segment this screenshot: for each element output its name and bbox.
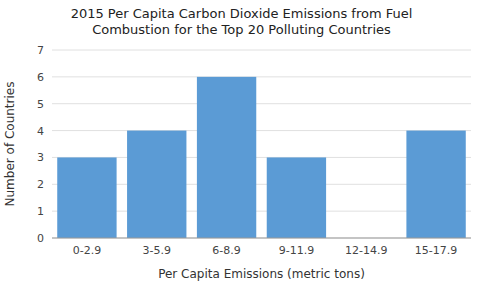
x-tick-label: 12-14.9 xyxy=(345,244,387,257)
bar xyxy=(197,77,256,238)
x-tick-label: 6-8.9 xyxy=(212,244,240,257)
grid-line xyxy=(52,76,471,77)
y-grid xyxy=(52,50,471,238)
title: 2015 Per Capita Carbon Dioxide Emissions… xyxy=(71,6,413,37)
grid-line xyxy=(52,50,471,51)
y-tick-label: 2 xyxy=(37,178,44,191)
y-tick-label: 0 xyxy=(37,232,44,245)
y-axis-label: Number of Countries xyxy=(3,82,17,207)
bar xyxy=(406,131,465,238)
x-tick-label: 0-2.9 xyxy=(73,244,101,257)
bar xyxy=(267,157,326,238)
chart: 0 1 2 3 4 5 6 7 0-2.9 3-5.9 6-8.9 9-11.9 12-14.9 15-1… xyxy=(0,0,483,288)
chart-container: 0 1 2 3 4 5 6 7 0-2.9 3-5.9 6-8.9 9-11.9 12-14.9 15-1… xyxy=(0,0,483,288)
bar xyxy=(57,157,116,238)
grid-line xyxy=(52,238,471,239)
x-axis-label: Per Capita Emissions (metric tons) xyxy=(158,267,365,281)
x-tick-label: 3-5.9 xyxy=(143,244,171,257)
x-axis-line xyxy=(52,238,471,239)
y-tick-label: 7 xyxy=(37,44,44,57)
y-tick-label: 1 xyxy=(37,205,44,218)
y-tick-label: 4 xyxy=(37,125,44,138)
y-tick-label: 3 xyxy=(37,151,44,164)
x-tick-label: 9-11.9 xyxy=(279,244,314,257)
x-tick-label: 15-17.9 xyxy=(415,244,457,257)
grid-line xyxy=(52,103,471,104)
bars xyxy=(57,77,466,238)
bar xyxy=(127,131,186,238)
y-tick-label: 6 xyxy=(37,71,44,84)
y-tick-label: 5 xyxy=(37,98,44,111)
